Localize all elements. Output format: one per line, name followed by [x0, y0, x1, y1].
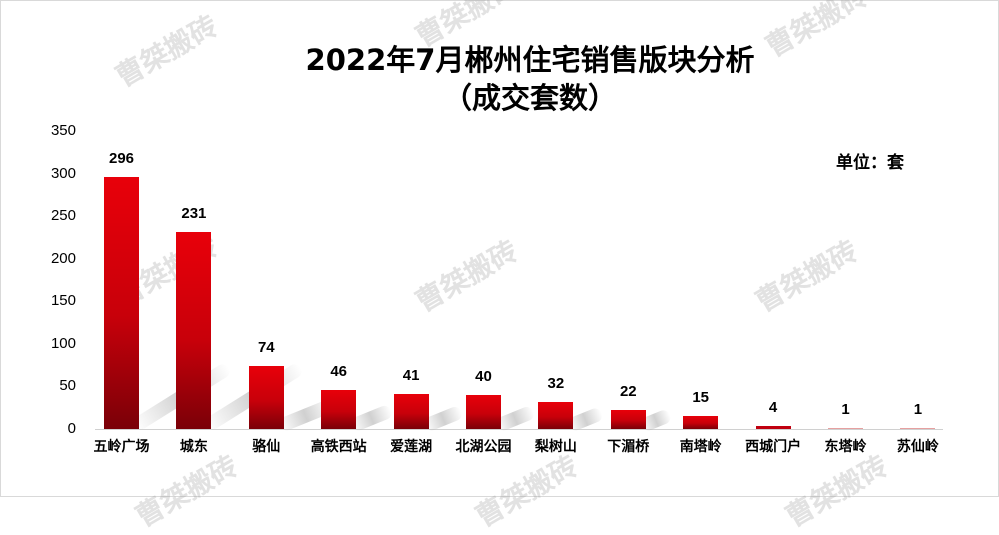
- x-tick-label: 苏仙岭: [896, 439, 939, 455]
- x-tick-label: 城东: [179, 439, 208, 455]
- y-tick-label: 150: [50, 292, 76, 310]
- bar: [828, 428, 863, 429]
- chart-title: 2022年7月郴州住宅销售版块分析: [305, 43, 755, 77]
- y-tick-label: 100: [50, 334, 76, 352]
- bar-value-label: 40: [475, 367, 492, 385]
- bar-value-label: 74: [257, 338, 275, 356]
- bar: [900, 428, 936, 429]
- bar-value-label: 4: [768, 398, 778, 416]
- bar: [104, 176, 139, 429]
- x-tick-label: 高铁西站: [310, 439, 367, 455]
- y-tick-label: 300: [50, 164, 76, 182]
- bar-value-label: 46: [330, 362, 348, 380]
- bar-value-label: 22: [619, 383, 637, 401]
- x-tick-label: 东塔岭: [824, 439, 867, 455]
- bar-value-label: 41: [402, 367, 420, 385]
- bar: [393, 394, 429, 429]
- x-tick-label: 南塔岭: [679, 439, 722, 455]
- y-tick-label: 50: [59, 377, 76, 395]
- x-tick-label: 五岭广场: [93, 439, 150, 455]
- y-tick-label: 250: [50, 207, 76, 225]
- x-tick-label: 西城门户: [745, 439, 802, 455]
- bar: [321, 389, 357, 429]
- y-tick-label: 0: [67, 420, 76, 437]
- bar-value-label: 15: [692, 389, 710, 407]
- x-tick-label: 爱莲湖: [390, 439, 433, 455]
- bar: [466, 394, 501, 429]
- x-tick-label: 梨树山: [534, 439, 577, 455]
- bar: [610, 410, 646, 429]
- x-axis-line: [95, 429, 943, 430]
- bar-value-label: 1: [841, 401, 850, 418]
- bar-value-label: 32: [547, 374, 565, 392]
- x-tick-label: 骆仙: [252, 439, 281, 455]
- bar: [248, 365, 284, 429]
- bar: [755, 425, 791, 429]
- y-tick-label: 200: [50, 249, 76, 267]
- bar-value-label: 296: [108, 149, 135, 167]
- x-tick-label: 下湄桥: [607, 439, 650, 455]
- x-tick-label: 北湖公园: [455, 439, 512, 455]
- bar: [683, 416, 719, 429]
- bar: [538, 401, 574, 429]
- bar: [176, 232, 212, 429]
- unit-label: 单位：套: [836, 153, 904, 173]
- y-tick-label: 350: [50, 122, 76, 139]
- bar-value-label: 231: [181, 205, 207, 223]
- chart-subtitle: （成交套数）: [442, 81, 617, 115]
- bar-value-label: 1: [913, 401, 923, 418]
